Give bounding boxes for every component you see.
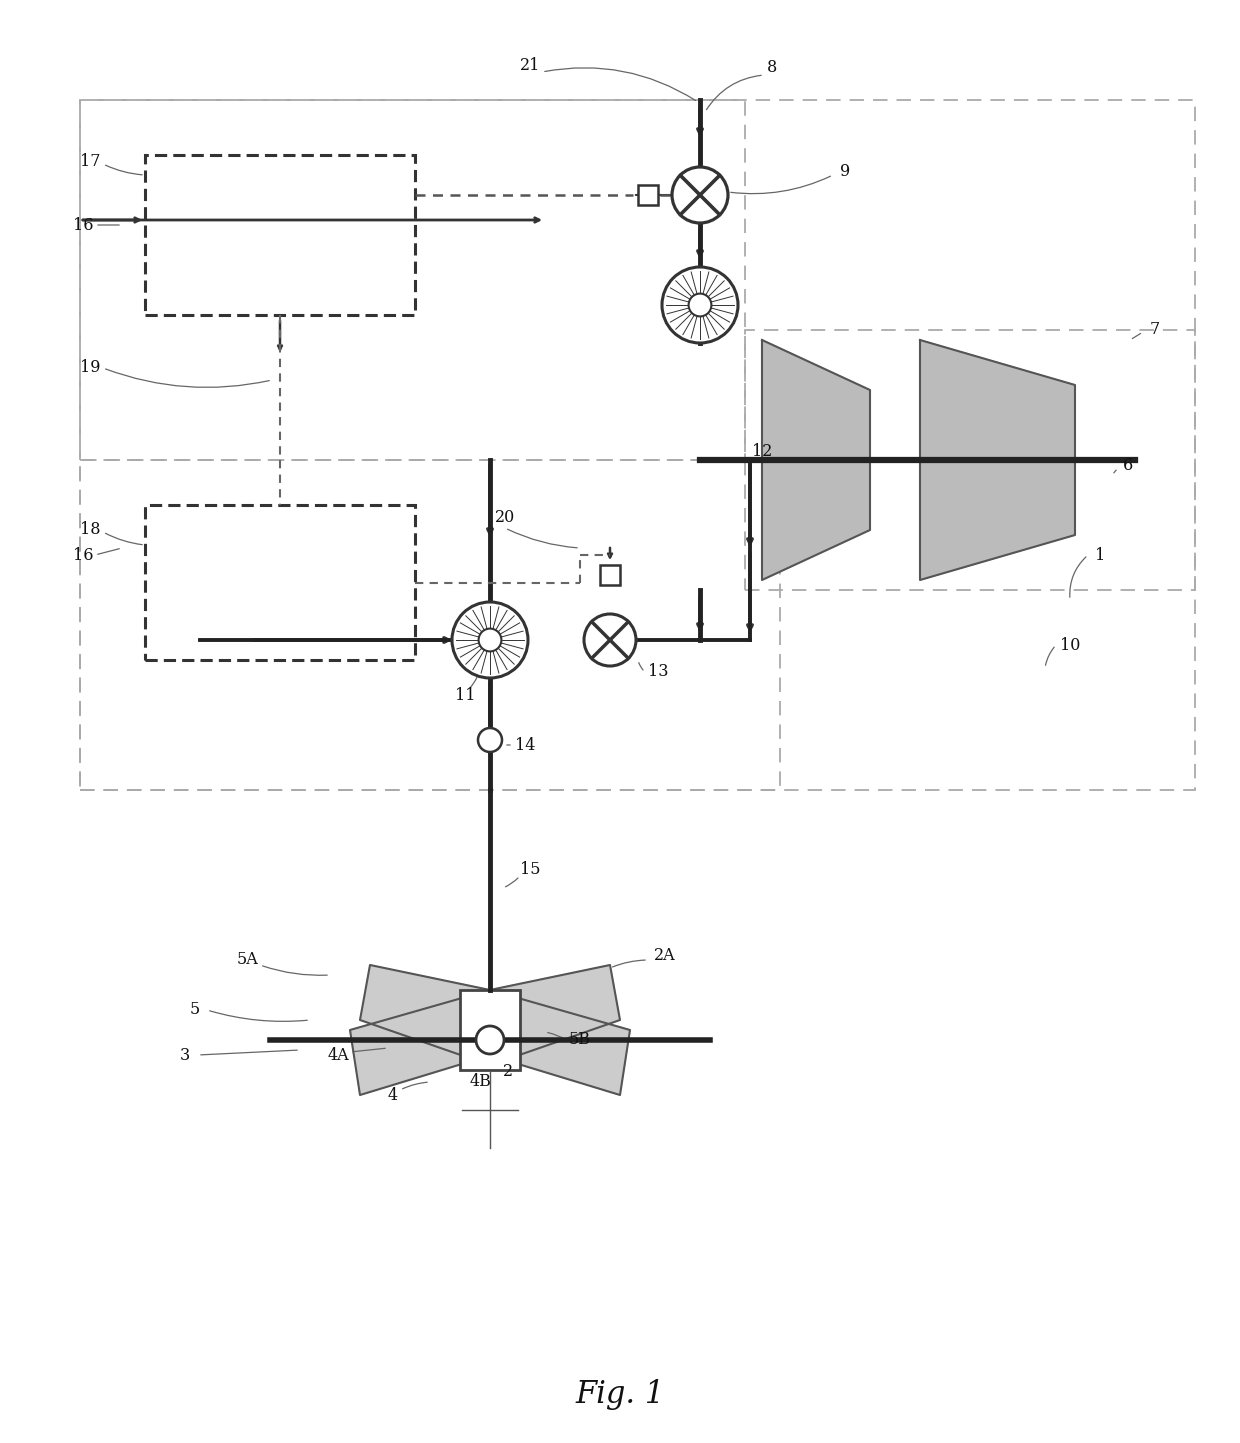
Polygon shape: [490, 965, 620, 1061]
Bar: [81, 100, 745, 460]
Bar: [639, 185, 658, 205]
Bar: [460, 990, 520, 1071]
Text: Fig. 1: Fig. 1: [575, 1380, 665, 1410]
Circle shape: [453, 602, 528, 678]
Text: 1: 1: [1095, 547, 1105, 564]
Text: 13: 13: [647, 664, 668, 681]
Text: 19: 19: [79, 359, 100, 377]
Circle shape: [477, 729, 502, 752]
Polygon shape: [763, 341, 870, 580]
Text: 7: 7: [1149, 322, 1161, 339]
Text: 6: 6: [1123, 456, 1133, 473]
Bar: [81, 100, 1195, 789]
Circle shape: [479, 629, 501, 651]
Text: 11: 11: [455, 687, 475, 704]
Polygon shape: [350, 990, 490, 1095]
Text: 9: 9: [839, 163, 851, 180]
Text: 21: 21: [520, 56, 541, 74]
Text: 3: 3: [180, 1046, 190, 1063]
Circle shape: [688, 293, 712, 316]
Text: 10: 10: [1060, 636, 1080, 654]
Circle shape: [662, 267, 738, 343]
Text: 16: 16: [73, 216, 93, 234]
Text: 5B: 5B: [569, 1032, 591, 1049]
Circle shape: [672, 167, 728, 224]
Text: 2: 2: [503, 1063, 513, 1081]
Text: 16: 16: [73, 547, 93, 564]
Polygon shape: [920, 341, 1075, 580]
Text: 20: 20: [495, 509, 515, 527]
Bar: [145, 154, 415, 315]
Circle shape: [584, 615, 636, 667]
Text: 4B: 4B: [469, 1074, 491, 1091]
Polygon shape: [490, 990, 630, 1095]
Bar: [745, 330, 1195, 590]
Text: 2A: 2A: [655, 947, 676, 964]
Text: 18: 18: [79, 521, 100, 538]
Circle shape: [476, 1026, 503, 1053]
Text: 4: 4: [388, 1087, 398, 1104]
Text: 12: 12: [751, 443, 773, 460]
Text: 8: 8: [766, 59, 777, 76]
Polygon shape: [360, 965, 490, 1061]
Bar: [81, 460, 780, 789]
Text: 14: 14: [515, 736, 536, 753]
Text: 17: 17: [79, 153, 100, 170]
Bar: [145, 505, 415, 659]
Text: 15: 15: [520, 861, 541, 879]
Text: 5A: 5A: [237, 951, 259, 968]
Text: 4A: 4A: [327, 1046, 348, 1063]
Bar: [600, 566, 620, 584]
Text: 5: 5: [190, 1001, 200, 1019]
